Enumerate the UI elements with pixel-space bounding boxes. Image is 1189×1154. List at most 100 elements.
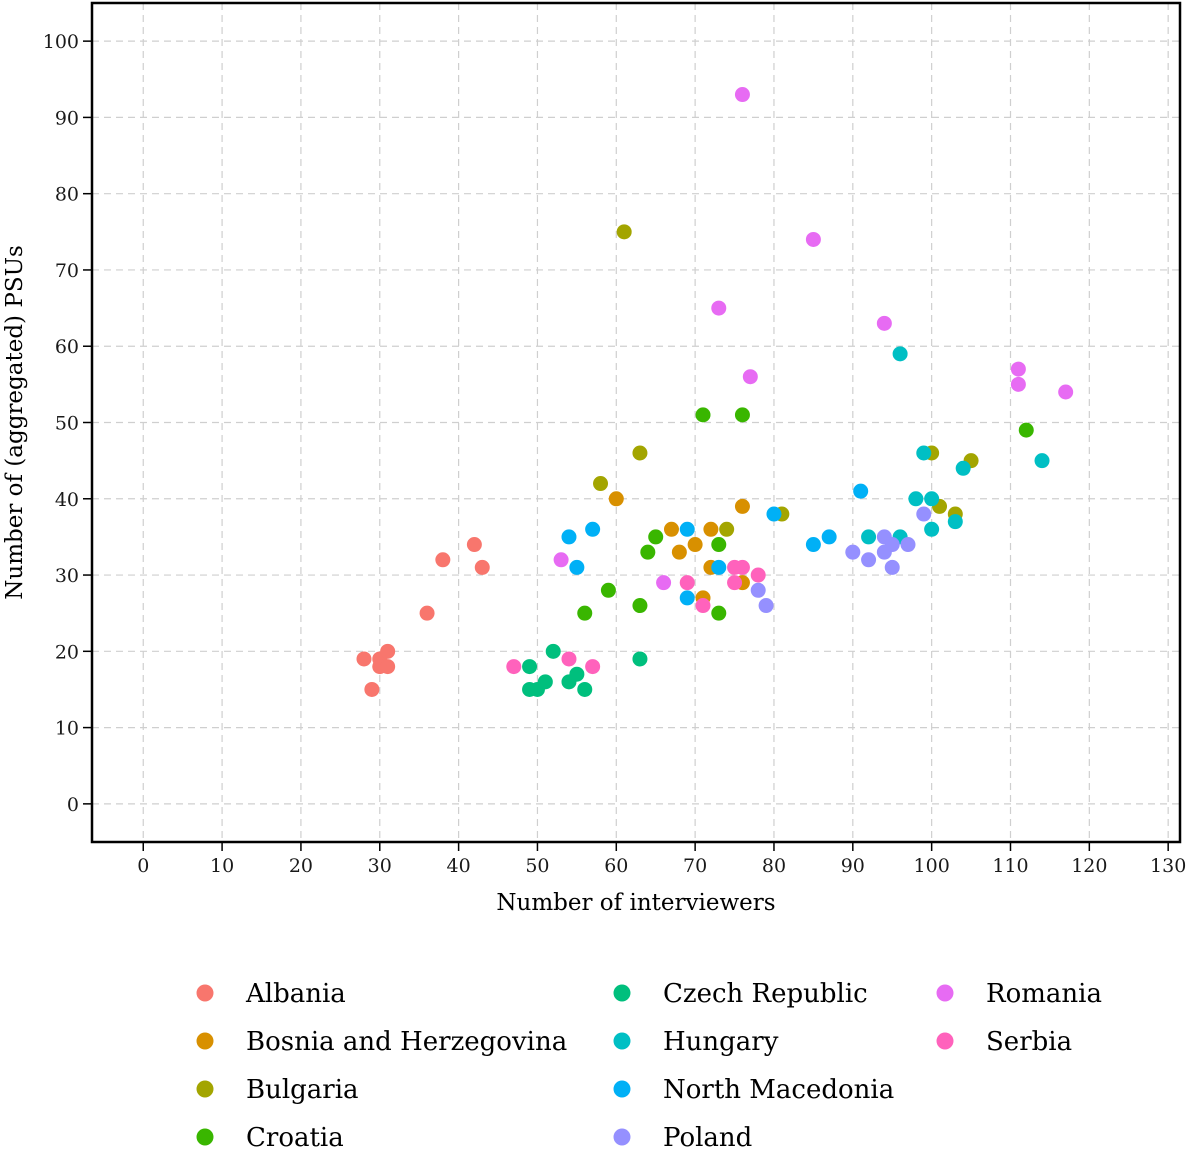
data-point <box>632 651 648 667</box>
data-point <box>1034 453 1050 469</box>
data-point <box>537 674 553 690</box>
data-point <box>364 681 380 697</box>
data-point <box>632 445 648 461</box>
data-point <box>766 506 782 522</box>
data-point <box>600 582 616 598</box>
x-tick-label: 80 <box>762 855 786 877</box>
data-point <box>845 544 861 560</box>
y-tick-label: 60 <box>55 336 79 358</box>
data-point <box>608 491 624 507</box>
legend-key <box>613 1128 631 1146</box>
x-tick-label: 40 <box>447 855 471 877</box>
data-point <box>466 537 482 553</box>
data-point <box>1018 422 1034 438</box>
y-tick-label: 20 <box>55 641 79 663</box>
x-tick-label: 70 <box>683 855 707 877</box>
data-point <box>916 506 932 522</box>
data-point <box>687 537 703 553</box>
legend-key <box>196 1032 214 1050</box>
data-point <box>545 643 561 659</box>
y-tick-label: 90 <box>55 107 79 129</box>
legend-label: Bosnia and Herzegovina <box>246 1027 567 1057</box>
data-point <box>861 529 877 545</box>
data-point <box>711 537 727 553</box>
data-point <box>569 666 585 682</box>
legend-key <box>936 1032 954 1050</box>
x-tick-label: 100 <box>914 855 950 877</box>
y-tick-label: 10 <box>55 718 79 740</box>
data-point <box>908 491 924 507</box>
x-tick-label: 20 <box>289 855 313 877</box>
legend-key <box>613 1032 631 1050</box>
data-point <box>1058 384 1074 400</box>
x-tick-label: 130 <box>1150 855 1186 877</box>
data-point <box>585 659 601 675</box>
data-point <box>656 575 672 591</box>
data-point <box>805 231 821 247</box>
data-point <box>679 521 695 537</box>
x-tick-label: 50 <box>525 855 549 877</box>
data-point <box>750 582 766 598</box>
data-point <box>679 575 695 591</box>
data-point <box>640 544 656 560</box>
data-point <box>648 529 664 545</box>
x-tick-label: 60 <box>604 855 628 877</box>
legend: Albania Bosnia and Herzegovina Bulgaria Cro… <box>196 979 1102 1153</box>
legend-key <box>613 1080 631 1098</box>
data-point <box>419 605 435 621</box>
data-point <box>561 651 577 667</box>
y-axis-title: Number of (aggregated) PSUs <box>2 245 28 600</box>
data-point <box>703 521 719 537</box>
data-point <box>892 346 908 362</box>
data-point <box>750 567 766 583</box>
data-point <box>727 575 743 591</box>
data-point <box>924 491 940 507</box>
legend-label: Hungary <box>663 1027 779 1057</box>
data-point <box>561 529 577 545</box>
legend-label: Serbia <box>986 1027 1072 1057</box>
x-tick-label: 10 <box>210 855 234 877</box>
x-tick-label: 30 <box>368 855 392 877</box>
data-point <box>585 521 601 537</box>
data-point <box>679 590 695 606</box>
data-point <box>734 559 750 575</box>
legend-label: Romania <box>986 979 1102 1009</box>
legend-label: North Macedonia <box>663 1075 894 1105</box>
x-axis-ticks: 0 10 20 30 40 50 60 70 80 90 100 110 120 130 <box>137 842 1186 877</box>
data-point <box>695 598 711 614</box>
data-point <box>506 659 522 675</box>
data-point <box>884 559 900 575</box>
data-point <box>884 537 900 553</box>
y-tick-label: 100 <box>43 31 79 53</box>
data-point <box>435 552 451 568</box>
data-point <box>380 659 396 675</box>
data-point <box>616 224 632 240</box>
data-points <box>356 87 1074 697</box>
legend-key <box>196 1080 214 1098</box>
data-point <box>553 552 569 568</box>
x-tick-label: 120 <box>1071 855 1107 877</box>
data-point <box>947 514 963 530</box>
legend-label: Albania <box>245 979 346 1009</box>
data-point <box>577 605 593 621</box>
data-point <box>711 300 727 316</box>
data-point <box>522 659 538 675</box>
data-point <box>853 483 869 499</box>
data-point <box>1010 376 1026 392</box>
legend-key <box>936 984 954 1002</box>
y-tick-label: 30 <box>55 565 79 587</box>
data-point <box>695 407 711 423</box>
grid-lines <box>92 3 1180 842</box>
legend-label: Croatia <box>246 1123 344 1153</box>
legend-label: Czech Republic <box>663 979 868 1009</box>
legend-key <box>613 984 631 1002</box>
data-point <box>356 651 372 667</box>
legend-key <box>196 984 214 1002</box>
legend-label: Bulgaria <box>246 1075 359 1105</box>
data-point <box>734 87 750 103</box>
data-point <box>821 529 837 545</box>
data-point <box>734 498 750 514</box>
data-point <box>663 521 679 537</box>
y-tick-label: 70 <box>55 260 79 282</box>
